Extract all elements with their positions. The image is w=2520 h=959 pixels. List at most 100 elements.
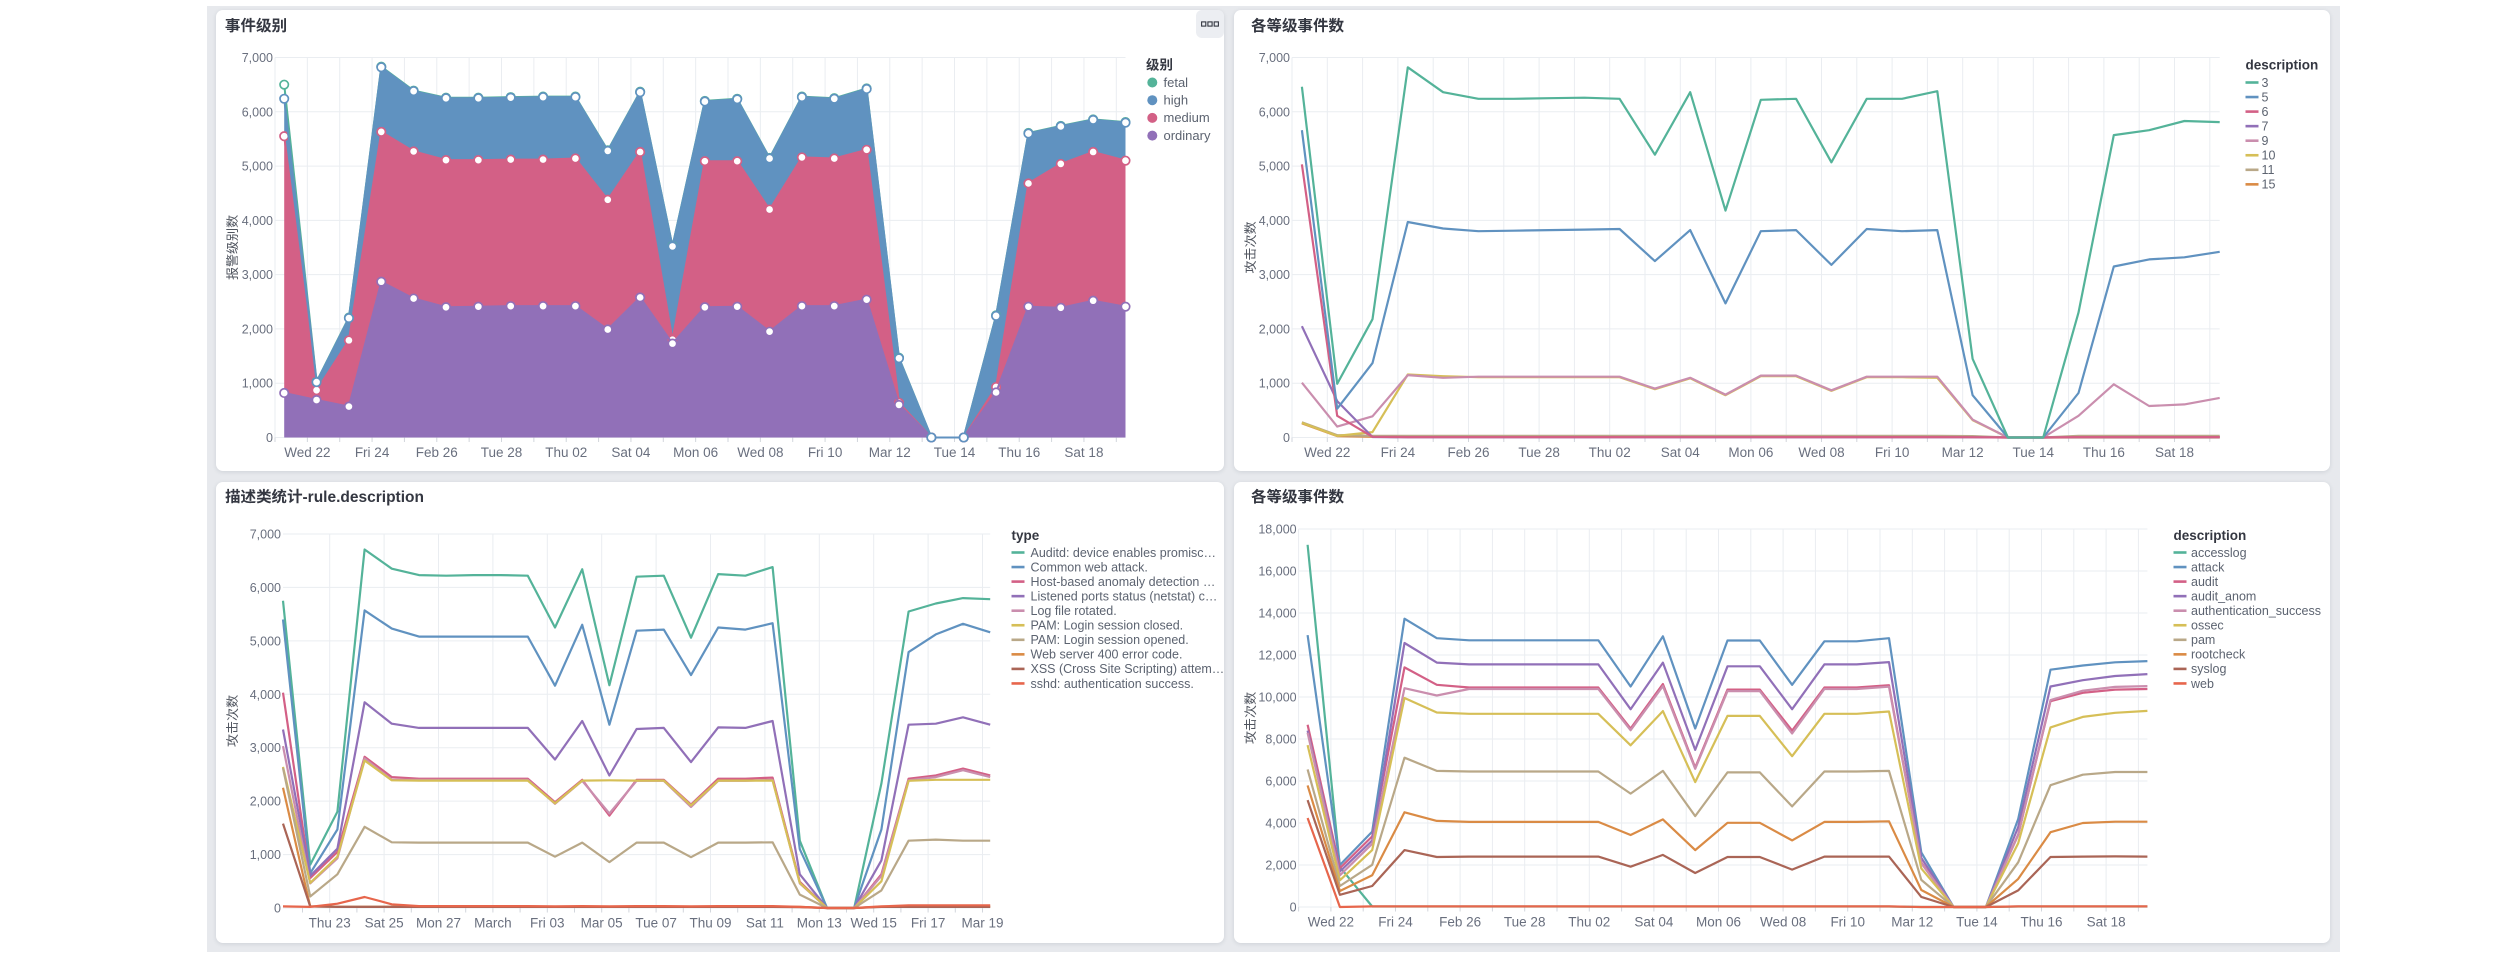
x-axis-tick-label: Tue 28	[1518, 445, 1560, 460]
series-group	[1306, 544, 2148, 909]
legend-item[interactable]: attack	[2173, 560, 2226, 574]
menu-box-1	[1201, 21, 1207, 27]
legend-item[interactable]: medium	[1147, 110, 1210, 125]
legend: type Auditd: device enables promisc…Commo…	[1011, 528, 1225, 691]
legend-item-label: fetal	[1164, 75, 1189, 90]
legend-item[interactable]: Web server 400 error code.	[1011, 648, 1183, 662]
legend-item[interactable]: 15	[2245, 178, 2276, 192]
point-marker	[376, 126, 387, 137]
point-marker	[861, 83, 872, 95]
series-line-authentication_success	[1306, 685, 2148, 909]
legend-item[interactable]: 9	[2245, 134, 2269, 148]
x-axis-tick-label: Thu 02	[1589, 445, 1631, 460]
point-marker	[635, 87, 646, 98]
legend-item[interactable]: Common web attack.	[1011, 560, 1148, 574]
legend-item[interactable]: 5	[2245, 90, 2269, 104]
axis-labels: 0 1,000 2,000 3,000 4,000 5,000 6,000 7,000 Thu …	[250, 528, 1004, 931]
legend-item[interactable]: authentication_success	[2173, 604, 2321, 618]
panel-title[interactable]: 描述类统计-rule.description	[225, 488, 424, 506]
legend-item[interactable]: PAM: Login session closed.	[1011, 619, 1184, 633]
point-marker	[505, 92, 516, 103]
x-axis-tick-label: Thu 16	[2020, 915, 2062, 930]
legend-item[interactable]: Listened ports status (netstat) c…	[1011, 589, 1218, 603]
legend-item[interactable]: 3	[2245, 76, 2269, 90]
chart-canvas-events-by-description[interactable]: 0 2,000 4,000 6,000 8,000 10,000 12,000 14,000 1…	[1234, 482, 2330, 943]
y-axis-tick-label: 4,000	[242, 214, 273, 228]
point-marker	[440, 302, 452, 313]
legend-swatch-circle	[1147, 112, 1158, 123]
legend: description accesslogattackauditaudit_ano…	[2173, 528, 2321, 691]
legend-item[interactable]: 6	[2245, 105, 2269, 119]
chart-canvas-event-level[interactable]: 0 1,000 2,000 3,000 4,000 5,000 6,000 7,000 Wed …	[216, 10, 1224, 471]
legend-item[interactable]: PAM: Login session opened.	[1011, 633, 1189, 647]
legend-item[interactable]: ordinary	[1147, 128, 1211, 143]
y-axis-tick-label: 2,000	[242, 322, 273, 336]
legend-item[interactable]: sshd: authentication success.	[1011, 677, 1194, 691]
panel-options-button[interactable]	[1196, 10, 1224, 38]
y-axis-tick-label: 10,000	[1258, 691, 1296, 705]
legend-item[interactable]: 7	[2245, 119, 2269, 133]
legend-item-label: audit	[2191, 575, 2219, 589]
x-axis-tick-label: Wed 08	[1798, 445, 1844, 460]
point-marker	[1055, 158, 1066, 169]
point-marker	[764, 153, 775, 164]
legend-item[interactable]: audit_anom	[2173, 589, 2257, 603]
legend-item-label: sshd: authentication success.	[1031, 677, 1194, 691]
legend-item-label: rootcheck	[2191, 648, 2246, 662]
legend-item[interactable]: fetal	[1147, 75, 1188, 90]
x-axis-tick-label: Wed 08	[1760, 915, 1806, 930]
series-line-6	[1300, 164, 2220, 439]
legend-item[interactable]: Log file rotated.	[1011, 604, 1117, 618]
point-marker	[1023, 301, 1034, 312]
legend-item[interactable]: rootcheck	[2173, 648, 2246, 662]
legend-item[interactable]: Auditd: device enables promisc…	[1011, 546, 1217, 560]
point-marker	[1023, 128, 1034, 139]
x-axis-tick-label: Mon 06	[673, 445, 718, 460]
x-axis-tick-label: Mon 13	[797, 916, 842, 931]
x-axis-tick-label: Tue 07	[635, 916, 677, 931]
panel-events-by-description: 各等级事件数 0 2,000 4,000 6,000 8,000 10,000 12,000…	[1234, 482, 2330, 943]
legend-item[interactable]: 10	[2245, 149, 2276, 163]
legend-item-label: audit_anom	[2191, 589, 2256, 603]
legend-item-label: attack	[2191, 560, 2225, 574]
chart-canvas-events-by-level[interactable]: 0 1,000 2,000 3,000 4,000 5,000 6,000 7,000 Wed …	[1234, 10, 2330, 471]
x-axis-tick-label: Thu 09	[689, 916, 731, 931]
x-axis-tick-label: March	[474, 916, 512, 931]
legend-item[interactable]: web	[2173, 677, 2214, 691]
series-line-attack	[1306, 617, 2148, 909]
legend-item[interactable]: Host-based anomaly detection …	[1011, 575, 1216, 589]
point-marker	[893, 353, 905, 364]
point-marker	[796, 301, 807, 312]
legend-item[interactable]: 11	[2245, 163, 2275, 177]
point-marker	[926, 432, 937, 443]
point-marker	[473, 301, 484, 312]
y-axis-title: 攻击次数	[225, 695, 240, 748]
legend-item[interactable]: accesslog	[2173, 546, 2247, 560]
x-axis-tick-label: Mon 27	[416, 916, 461, 931]
legend-item[interactable]: ossec	[2173, 619, 2224, 633]
legend-item[interactable]: audit	[2173, 575, 2219, 589]
point-marker	[861, 294, 872, 305]
legend-item[interactable]: XSS (Cross Site Scripting) attem…	[1011, 662, 1225, 676]
legend-item-label: 9	[2262, 134, 2269, 148]
panel-title[interactable]: 各等级事件数	[1251, 488, 1345, 506]
panel-title[interactable]: 事件级别	[225, 17, 288, 35]
series-line-5	[1300, 130, 2220, 439]
legend-item[interactable]: syslog	[2173, 662, 2227, 676]
legend-swatch-circle	[1147, 130, 1158, 141]
legend-item[interactable]: pam	[2173, 633, 2216, 647]
chart-canvas-rule-description[interactable]: 0 1,000 2,000 3,000 4,000 5,000 6,000 7,000 Thu …	[216, 482, 1224, 943]
panel-title[interactable]: 各等级事件数	[1251, 17, 1345, 35]
point-marker	[570, 92, 581, 103]
series-group	[281, 548, 991, 910]
point-marker	[958, 432, 969, 443]
legend-item[interactable]: high	[1147, 93, 1188, 108]
point-marker	[279, 79, 290, 90]
series-line-9	[1301, 374, 2220, 439]
x-axis-tick-label: Thu 23	[309, 916, 351, 931]
x-axis-tick-label: Fri 24	[355, 445, 390, 460]
series-line-3	[1300, 66, 2220, 439]
x-axis-tick-label: Thu 02	[545, 445, 587, 460]
point-marker	[408, 86, 419, 97]
axis-labels: 0 2,000 4,000 6,000 8,000 10,000 12,000 14,000 1…	[1258, 523, 2125, 930]
